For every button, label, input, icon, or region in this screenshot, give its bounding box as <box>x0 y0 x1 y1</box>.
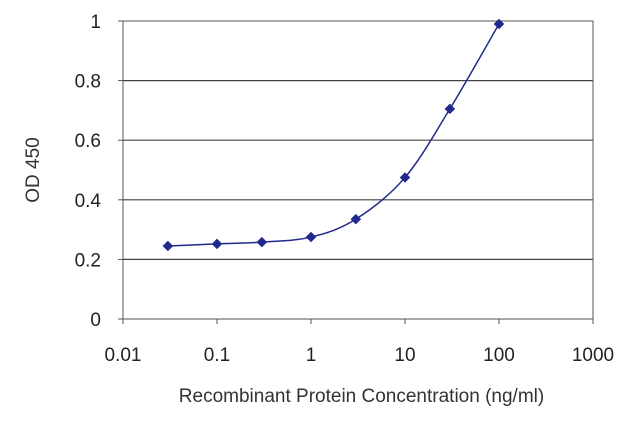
data-point <box>399 172 411 183</box>
grid-lines <box>123 79 593 260</box>
data-point <box>444 103 456 115</box>
series-line <box>167 23 500 247</box>
x-tick-label: 0.01 <box>105 345 142 366</box>
x-axis-title: Recombinant Protein Concentration (ng/ml… <box>179 386 544 407</box>
plot-frame <box>122 20 594 320</box>
y-tick-label: 0 <box>90 310 101 331</box>
data-point <box>256 236 268 248</box>
y-tick-label: 1 <box>90 12 101 33</box>
data-point <box>350 213 362 225</box>
x-tick-label: 100 <box>483 345 515 366</box>
y-tick-label: 0.4 <box>75 191 102 212</box>
x-tick-label: 1000 <box>572 345 614 366</box>
data-point <box>493 18 505 30</box>
data-point <box>305 231 317 243</box>
data-point <box>162 240 174 252</box>
x-axis-ticks: 0.01 0.1 1 10 100 1000 <box>105 319 614 366</box>
x-tick-label: 10 <box>394 345 415 366</box>
y-tick-label: 0.2 <box>75 250 101 271</box>
series-group <box>162 18 505 252</box>
data-point <box>211 238 223 250</box>
x-tick-label: 1 <box>306 345 317 366</box>
y-tick-label: 0.6 <box>75 131 101 152</box>
y-axis-ticks: 0 0.2 0.4 0.6 0.8 1 <box>75 12 123 331</box>
x-tick-label: 0.1 <box>204 345 230 366</box>
y-axis-title: OD 450 <box>23 137 44 202</box>
y-tick-label: 0.8 <box>75 72 101 93</box>
